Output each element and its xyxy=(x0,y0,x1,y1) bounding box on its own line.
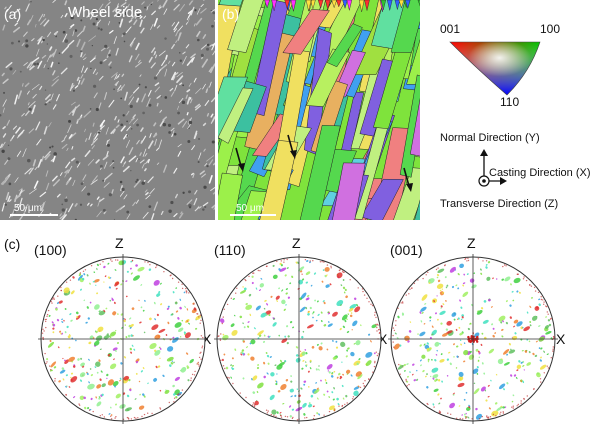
pole-figure-001-z-label: Z xyxy=(467,235,476,251)
pole-figure-001-title: (001) xyxy=(390,242,423,258)
pole-figure-100 xyxy=(38,254,208,424)
pole-figure-110 xyxy=(214,254,384,424)
panel-a-title: Wheel side xyxy=(68,4,143,21)
sem-micrograph xyxy=(0,0,215,220)
pole-figure-110-z-label: Z xyxy=(292,235,301,251)
ipf-color-key xyxy=(449,41,541,96)
normal-direction-label: Normal Direction (Y) xyxy=(440,132,540,144)
ipf-label-001: 001 xyxy=(440,22,461,36)
coordinate-axes-icon xyxy=(478,149,507,187)
transverse-direction-label: Transverse Direction (Z) xyxy=(440,198,559,210)
pole-figure-110-title: (110) xyxy=(214,242,246,258)
panel-c-label: (c) xyxy=(4,236,21,252)
ebsd-grains xyxy=(218,0,420,220)
ipf-label-100: 100 xyxy=(540,22,561,36)
scalebar-a xyxy=(10,214,58,216)
sem-texture xyxy=(0,0,215,220)
scalebar-a-label: 50 μm xyxy=(14,203,42,214)
pole-figure-100-title: (100) xyxy=(34,242,67,258)
casting-direction-label: Casting Direction (X) xyxy=(489,167,591,179)
panel-a-label: (a) xyxy=(4,6,22,22)
ipf-label-110: 110 xyxy=(500,95,520,109)
pole-figure-100-z-label: Z xyxy=(115,235,124,251)
scalebar-b-label: 50 μm xyxy=(236,203,264,214)
panel-b-label: (b) xyxy=(222,6,240,22)
pole-figure-001 xyxy=(388,254,558,424)
pole-figure-001-x-label: X xyxy=(556,331,566,347)
scalebar-b xyxy=(230,214,276,216)
ebsd-map xyxy=(218,0,420,220)
